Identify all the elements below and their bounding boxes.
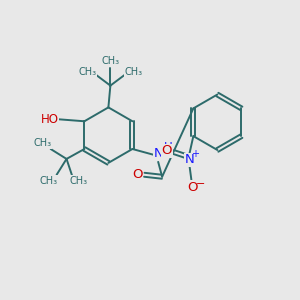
Text: CH₃: CH₃ [34,138,52,148]
Text: CH₃: CH₃ [101,56,119,66]
Text: HO: HO [41,113,59,126]
Text: CH₃: CH₃ [69,176,88,186]
Text: CH₃: CH₃ [40,176,58,186]
Text: O: O [161,145,172,158]
Text: +: + [191,149,199,159]
Text: −: − [196,179,205,189]
Text: H: H [164,140,172,154]
Text: CH₃: CH₃ [124,67,142,77]
Text: CH₃: CH₃ [79,67,97,77]
Text: N: N [184,153,194,167]
Text: O: O [132,168,142,181]
Text: O: O [187,181,198,194]
Text: N: N [153,148,163,160]
